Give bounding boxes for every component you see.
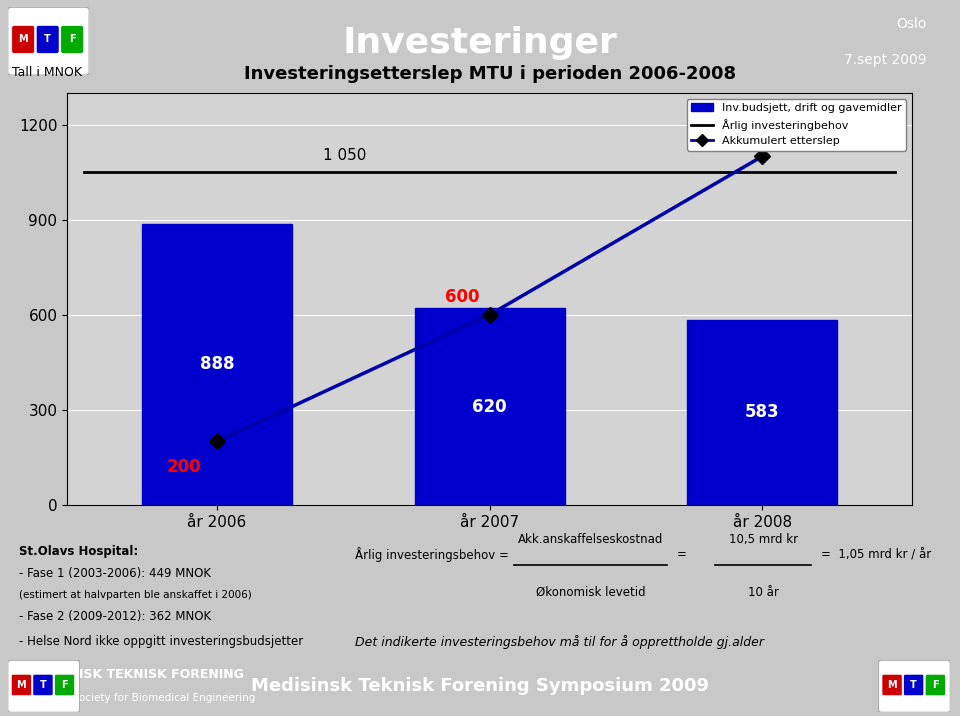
Text: M: M — [16, 680, 26, 690]
Text: - Helse Nord ikke oppgitt investeringsbudsjetter: - Helse Nord ikke oppgitt investeringsbu… — [19, 635, 303, 648]
Text: (estimert at halvparten ble anskaffet i 2006): (estimert at halvparten ble anskaffet i … — [19, 590, 252, 600]
FancyBboxPatch shape — [12, 674, 32, 696]
Text: Akk.anskaffelseskostnad: Akk.anskaffelseskostnad — [517, 533, 663, 546]
Text: 1 050: 1 050 — [324, 148, 367, 163]
Point — [661, 561, 673, 569]
Text: F: F — [61, 680, 68, 690]
Text: Investeringer: Investeringer — [343, 26, 617, 60]
FancyBboxPatch shape — [12, 26, 35, 54]
FancyBboxPatch shape — [8, 660, 80, 712]
Text: 600: 600 — [445, 289, 480, 306]
Point — [508, 561, 519, 569]
FancyBboxPatch shape — [925, 674, 946, 696]
Text: - Fase 1 (2003-2006): 449 MNOK: - Fase 1 (2003-2006): 449 MNOK — [19, 567, 211, 581]
FancyBboxPatch shape — [36, 26, 60, 54]
Text: 583: 583 — [745, 403, 780, 422]
Text: Medisinsk Teknisk Forening Symposium 2009: Medisinsk Teknisk Forening Symposium 200… — [251, 677, 709, 695]
Text: Norwegian Society for Biomedical Engineering: Norwegian Society for Biomedical Enginee… — [13, 693, 255, 702]
Text: Det indikerte investeringsbehov må til for å opprettholde gj.alder: Det indikerte investeringsbehov må til f… — [355, 635, 764, 649]
FancyBboxPatch shape — [60, 26, 84, 54]
FancyBboxPatch shape — [878, 660, 950, 712]
Text: =  1,05 mrd kr / år: = 1,05 mrd kr / år — [821, 548, 931, 561]
Text: 10,5 mrd kr: 10,5 mrd kr — [729, 533, 798, 546]
Text: Økonomisk levetid: Økonomisk levetid — [536, 586, 645, 599]
Point — [805, 561, 817, 569]
Text: M: M — [18, 34, 28, 44]
FancyBboxPatch shape — [8, 7, 89, 75]
Text: =: = — [677, 548, 686, 561]
Text: MEDISINSK TEKNISK FORENING: MEDISINSK TEKNISK FORENING — [24, 668, 245, 681]
Text: T: T — [910, 680, 917, 690]
Legend: Inv.budsjett, drift og gavemidler, Årlig investeringbehov, Akkumulert etterslep: Inv.budsjett, drift og gavemidler, Årlig… — [686, 99, 906, 150]
Text: Årlig investeringsbehov =: Årlig investeringsbehov = — [355, 548, 509, 562]
Text: 200: 200 — [167, 458, 202, 475]
Text: M: M — [887, 680, 897, 690]
Point — [709, 561, 721, 569]
Text: St.Olavs Hospital:: St.Olavs Hospital: — [19, 545, 138, 558]
Bar — [687, 320, 837, 505]
Text: 1 100: 1 100 — [769, 135, 821, 153]
Bar — [415, 309, 564, 505]
Text: 888: 888 — [200, 355, 234, 373]
FancyBboxPatch shape — [882, 674, 902, 696]
Bar — [142, 223, 292, 505]
Text: Oslo: Oslo — [896, 17, 926, 31]
Text: 620: 620 — [472, 397, 507, 415]
Title: Investeringsetterslep MTU i perioden 2006-2008: Investeringsetterslep MTU i perioden 200… — [244, 65, 735, 83]
Text: T: T — [44, 34, 51, 44]
Text: T: T — [39, 680, 46, 690]
Text: F: F — [932, 680, 939, 690]
FancyBboxPatch shape — [55, 674, 75, 696]
Text: Tall i MNOK: Tall i MNOK — [12, 66, 83, 79]
Text: 10 år: 10 år — [748, 586, 779, 599]
Text: 7.sept 2009: 7.sept 2009 — [844, 53, 926, 67]
Text: F: F — [69, 34, 76, 44]
FancyBboxPatch shape — [33, 674, 53, 696]
Text: - Fase 2 (2009-2012): 362 MNOK: - Fase 2 (2009-2012): 362 MNOK — [19, 610, 211, 623]
FancyBboxPatch shape — [903, 674, 924, 696]
